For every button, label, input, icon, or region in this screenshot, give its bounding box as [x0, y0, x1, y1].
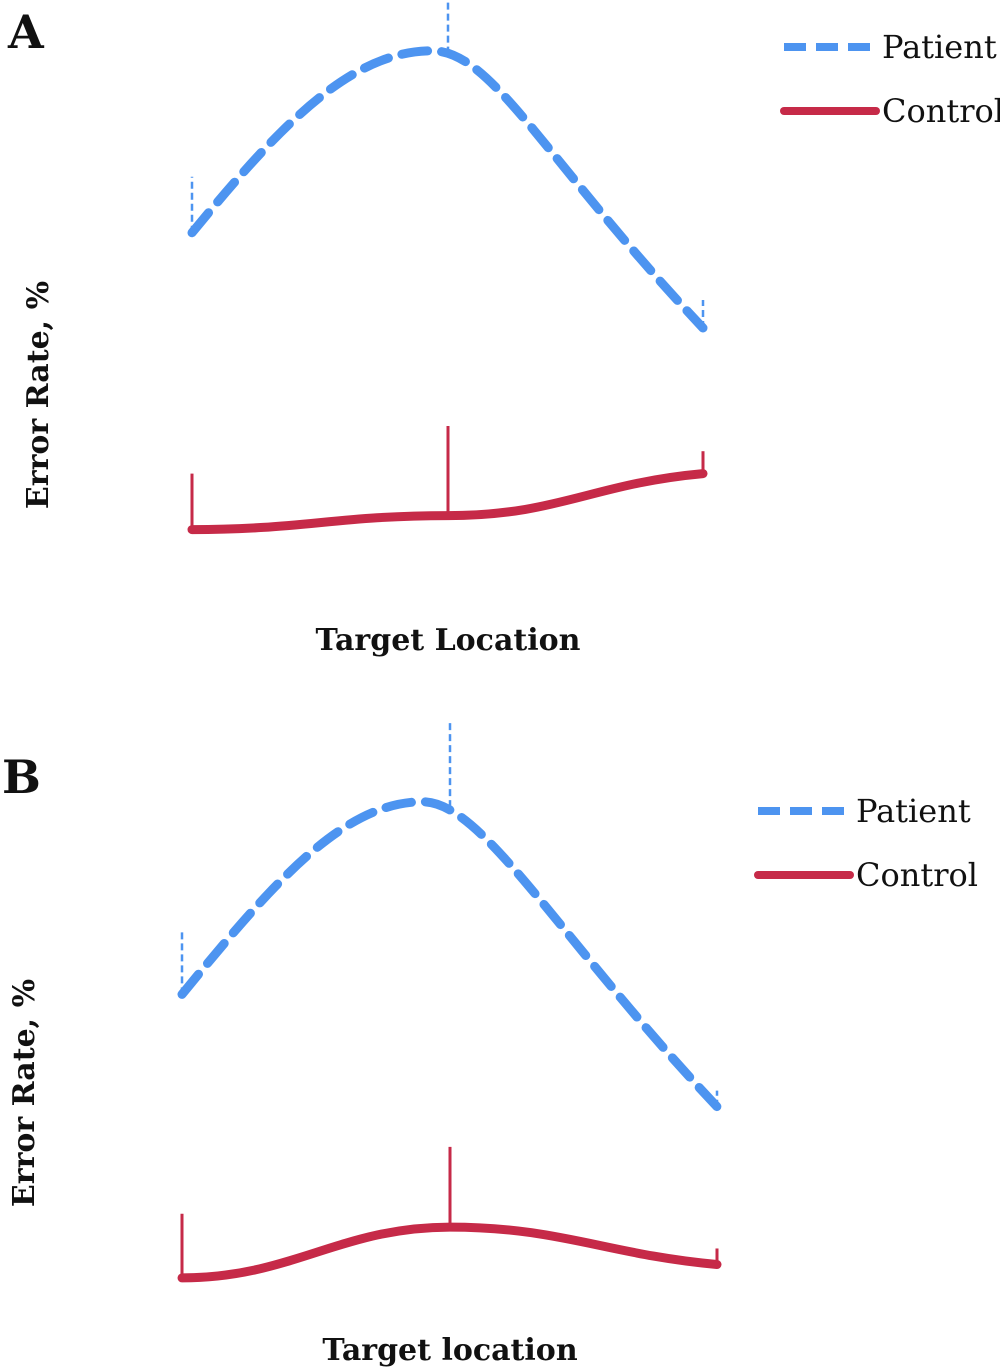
control-series-line	[177, 1222, 722, 1283]
panel-b-legend-patient-label: Patient	[856, 792, 971, 830]
panel-b-plot-area	[177, 721, 722, 1283]
panel-a-x-axis-label: Target Location	[316, 623, 581, 658]
panel-b: B Error Rate, % Target location Patient …	[2, 721, 978, 1368]
panel-a-legend: Patient Control	[780, 28, 1000, 130]
panel-a-y-axis-label: Error Rate, %	[21, 281, 56, 509]
panel-a-plot-area	[187, 0, 708, 535]
panel-b-legend: Patient Control	[754, 792, 978, 894]
panel-a-legend-patient-label: Patient	[882, 28, 997, 66]
panel-b-legend-control-label: Control	[856, 856, 978, 894]
patient-series-line	[187, 46, 708, 333]
panel-a-letter: A	[7, 5, 45, 59]
panel-b-y-axis-label: Error Rate, %	[7, 979, 42, 1207]
patient-series-line	[177, 797, 722, 1112]
panel-b-letter: B	[2, 750, 41, 804]
panel-a: A Error Rate, % Target Location Patient …	[7, 0, 1000, 658]
panel-a-legend-control-label: Control	[882, 92, 1000, 130]
panel-b-x-axis-label: Target location	[322, 1333, 577, 1368]
